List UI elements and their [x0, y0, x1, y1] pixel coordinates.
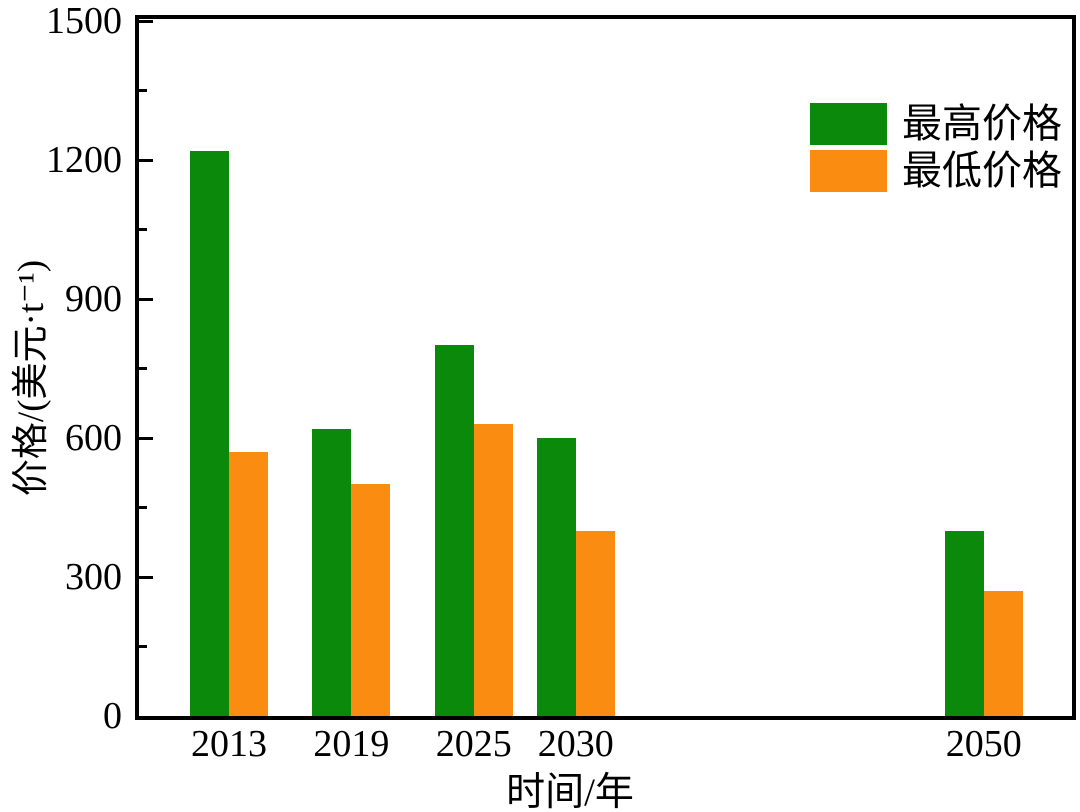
plot-area: [135, 15, 1076, 720]
x-tick-label-2019: 2019: [313, 723, 390, 765]
y-axis-tick-1050: [139, 228, 147, 231]
x-tick-label-2050: 2050: [945, 723, 1022, 765]
legend-item-low: 最低价格: [810, 150, 1062, 192]
y-tick-label-600: 600: [65, 417, 122, 459]
y-axis-tick-600: [139, 436, 153, 440]
bar-low-2013: [229, 452, 268, 716]
bar-low-2030: [575, 531, 615, 716]
y-axis-tick-150: [139, 645, 147, 648]
x-tick-label-2025: 2025: [435, 723, 512, 765]
y-axis-tick-1350: [139, 89, 147, 92]
legend-swatch-low-price: [810, 150, 887, 192]
y-tick-label-1200: 1200: [46, 139, 122, 181]
y-axis-tick-300: [139, 575, 153, 579]
legend-swatch-high-price: [810, 103, 887, 145]
y-axis-tick-900: [139, 297, 153, 301]
bar-low-2050: [983, 591, 1023, 716]
legend-label-low-price: 最低价格: [902, 148, 1062, 193]
bar-high-2050: [944, 531, 984, 716]
y-tick-label-1500: 1500: [46, 0, 122, 42]
legend: 最高价格 最低价格: [810, 103, 1062, 197]
bar-low-2025: [473, 424, 513, 716]
bar-high-2019: [312, 429, 352, 716]
bar-high-2030: [536, 438, 576, 716]
legend-item-high: 最高价格: [810, 103, 1062, 145]
y-axis-tick-750: [139, 367, 147, 370]
x-tick-label-2030: 2030: [537, 723, 614, 765]
y-axis-tick-1500: [139, 19, 153, 23]
x-tick-label-2013: 2013: [191, 723, 267, 765]
y-tick-label-900: 900: [65, 278, 122, 320]
x-axis-title: 时间/年: [506, 771, 634, 812]
bar-high-2025: [434, 345, 474, 716]
bar-high-2013: [190, 151, 229, 716]
y-axis-tick-1200: [139, 158, 153, 162]
bar-low-2019: [351, 484, 391, 716]
y-tick-label-300: 300: [65, 556, 122, 598]
y-tick-label-0: 0: [103, 695, 122, 737]
y-axis-tick-450: [139, 506, 147, 509]
legend-label-high-price: 最高价格: [902, 101, 1062, 146]
